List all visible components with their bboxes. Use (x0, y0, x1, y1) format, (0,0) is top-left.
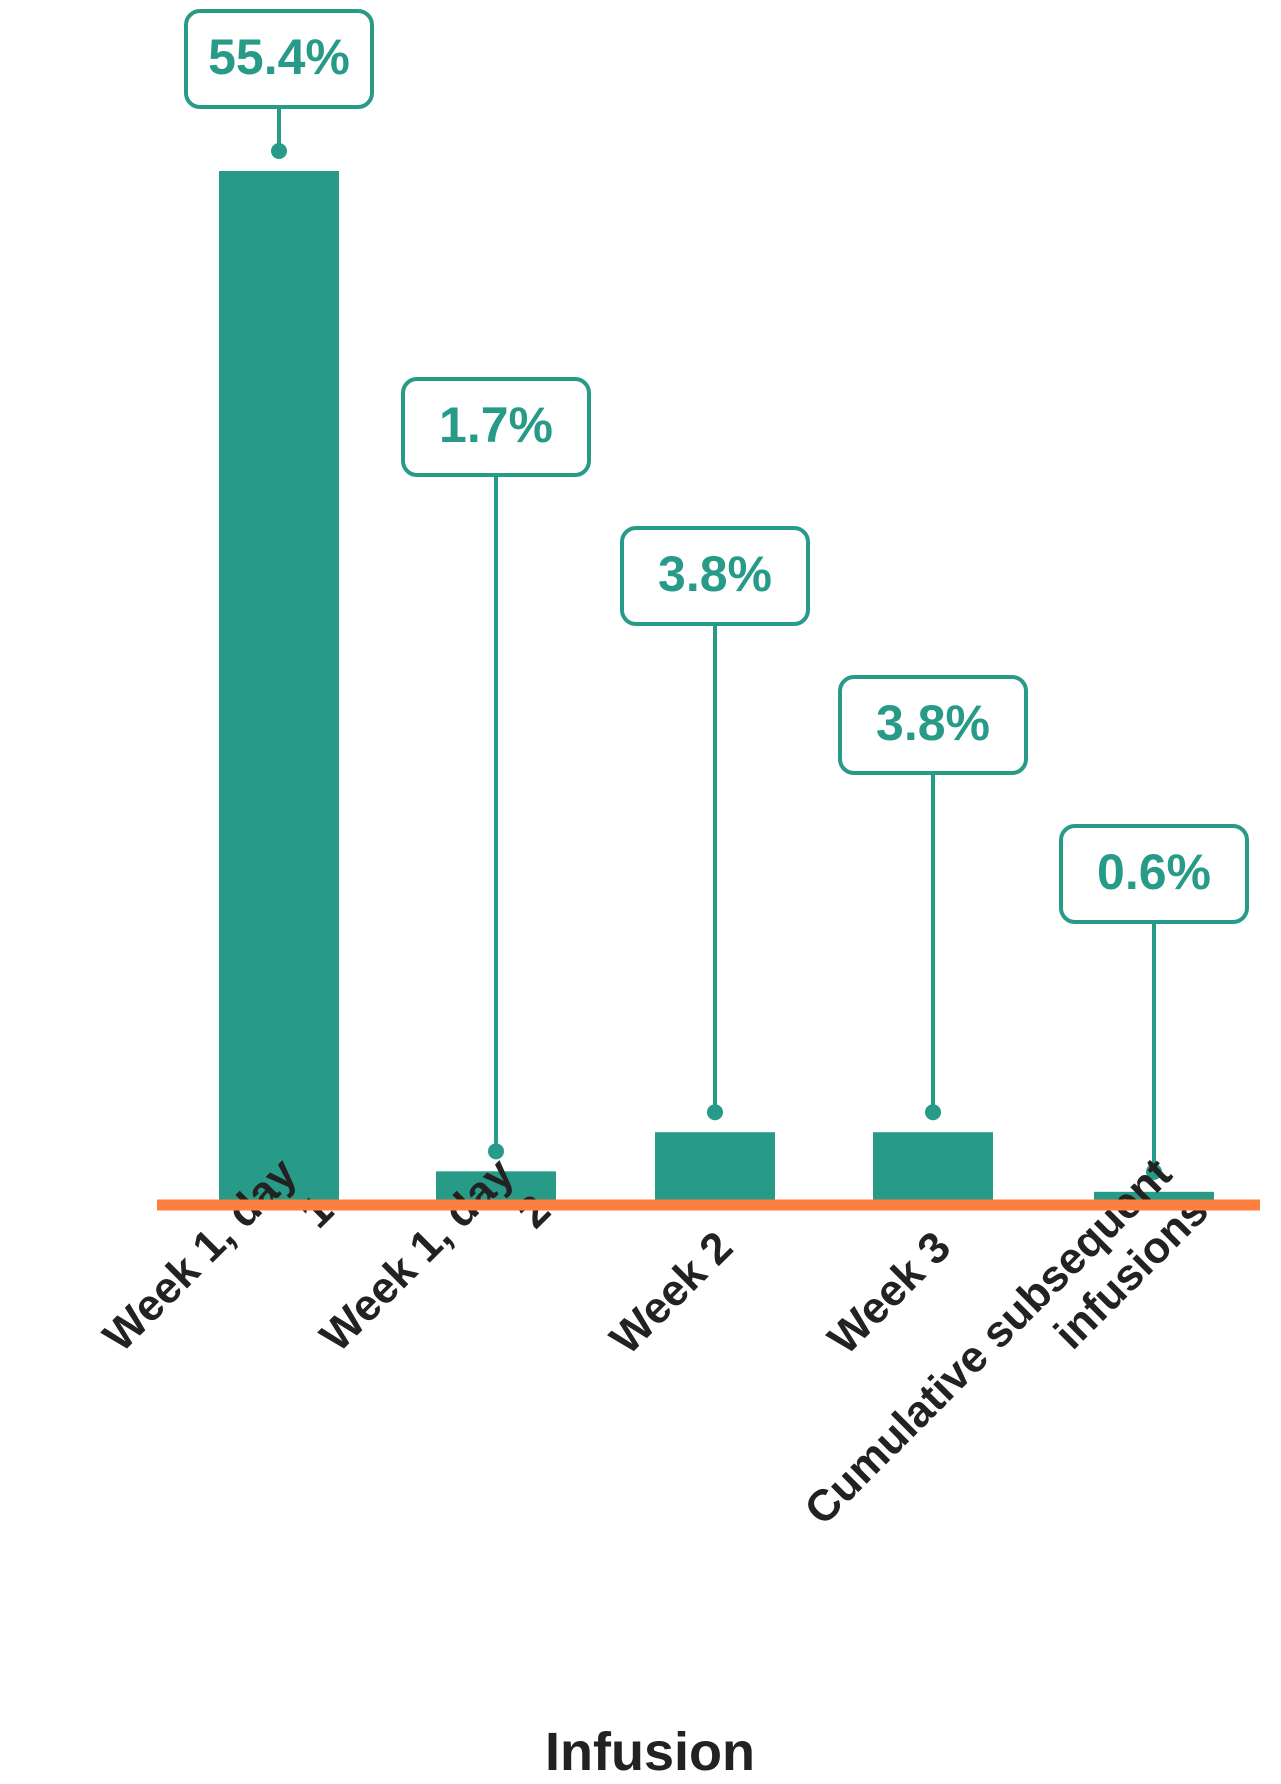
bar (219, 171, 339, 1203)
label-box (184, 9, 374, 109)
value-label: 0.6% (1097, 844, 1211, 900)
leader-dot (707, 1104, 723, 1121)
label-box (838, 675, 1028, 775)
x-tick-label: Week 3 (819, 1222, 960, 1363)
bar (1094, 1191, 1214, 1203)
bar (655, 1132, 775, 1203)
value-label: 3.8% (658, 546, 772, 602)
leader-dot (1146, 1163, 1162, 1180)
value-label: 3.8% (876, 695, 990, 751)
bar (436, 1171, 556, 1203)
label-box (1059, 824, 1249, 924)
label-box (401, 377, 591, 477)
value-label: 1.7% (439, 397, 553, 453)
value-label: 55.4% (208, 29, 350, 85)
leader-dot (271, 143, 287, 159)
leader-dot (488, 1143, 504, 1160)
label-box (620, 526, 810, 626)
leader-dot (925, 1104, 941, 1121)
x-axis-title: Infusion (545, 1722, 755, 1782)
bar (873, 1132, 993, 1203)
x-tick-label: Cumulative subsequentinfusions (795, 1149, 1218, 1572)
x-tick-label: Week 2 (601, 1222, 742, 1363)
